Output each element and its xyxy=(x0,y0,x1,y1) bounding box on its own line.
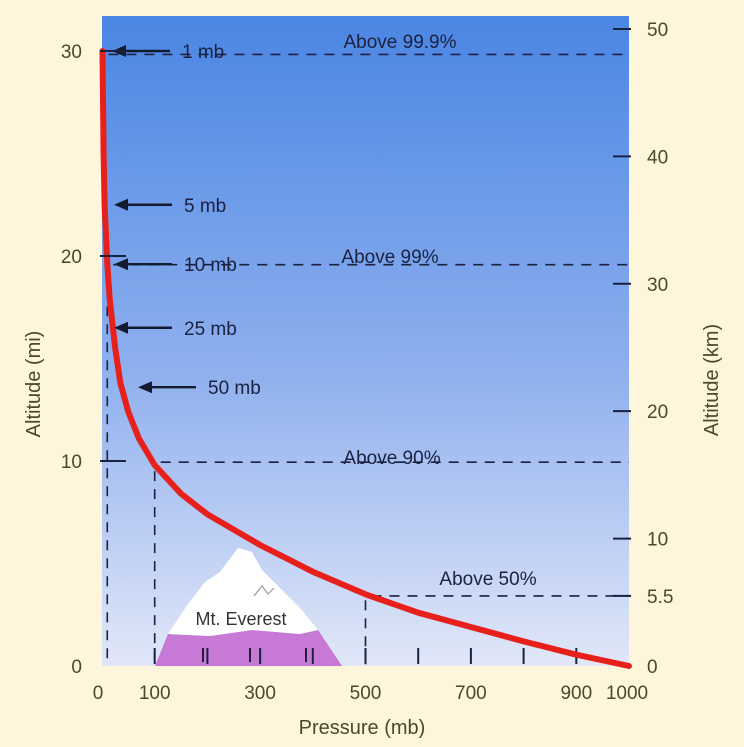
arrow-head xyxy=(114,321,128,334)
right-tick-label: 50 xyxy=(647,20,668,41)
arrow-head xyxy=(138,381,152,394)
pressure-arrow-label: 5 mb xyxy=(184,196,226,217)
x-tick-label: 900 xyxy=(560,683,592,704)
left-tick-label: 10 xyxy=(61,452,82,473)
arrow-head xyxy=(114,198,128,211)
right-tick-label: 5.5 xyxy=(647,587,673,608)
right-tick-label: 30 xyxy=(647,275,668,296)
x-tick-label: 300 xyxy=(244,683,276,704)
pressure-arrow-label: 1 mb xyxy=(182,42,224,63)
arrow-head xyxy=(114,258,128,271)
x-tick-label: 100 xyxy=(139,683,171,704)
pressure-arrow-label: 25 mb xyxy=(184,319,237,340)
left-y-axis: 0 10 20 30 xyxy=(61,42,126,678)
left-tick-label: 30 xyxy=(61,42,82,63)
left-tick-label: 20 xyxy=(61,247,82,268)
pressure-arrows: 1 mb 5 mb 10 mb 25 mb 50 mb xyxy=(112,42,261,399)
mountain-snow xyxy=(168,548,318,636)
x-tick-label: 0 xyxy=(93,683,104,704)
mountain: Mt. Everest xyxy=(155,548,342,666)
right-tick-label: 20 xyxy=(647,402,668,423)
x-axis: 0 100 300 500 700 900 1000 xyxy=(93,683,648,704)
mountain-label: Mt. Everest xyxy=(195,609,286,629)
x-minor-ticks xyxy=(153,648,578,664)
right-y-axis: 0 5.5 10 20 30 40 50 xyxy=(613,20,673,678)
percent-annotation: Above 99.9% xyxy=(343,32,456,53)
right-tick-label: 0 xyxy=(647,657,658,678)
right-y-axis-title: Altitude (km) xyxy=(701,324,723,436)
reference-lines xyxy=(108,53,629,597)
mountain-ridge xyxy=(253,585,275,597)
mountain-base xyxy=(155,630,342,666)
x-tick-label: 700 xyxy=(455,683,487,704)
pressure-curve xyxy=(99,48,632,669)
x-tick-label: 500 xyxy=(350,683,382,704)
x-tick-label: 1000 xyxy=(606,683,648,704)
left-tick-label: 0 xyxy=(71,657,82,678)
right-tick-label: 40 xyxy=(647,147,668,168)
percent-annotations: Above 99.9% Above 99% Above 90% Above 50% xyxy=(341,32,536,590)
pressure-arrow-label: 10 mb xyxy=(184,255,237,276)
percent-annotation: Above 50% xyxy=(439,569,536,590)
pressure-arrow-label: 50 mb xyxy=(208,378,261,399)
x-axis-title: Pressure (mb) xyxy=(299,717,426,739)
mountain-base-ticks xyxy=(202,648,307,662)
left-y-axis-title: Altitude (mi) xyxy=(23,331,45,438)
percent-annotation: Above 99% xyxy=(341,247,438,268)
right-tick-label: 10 xyxy=(647,530,668,551)
plot-background xyxy=(102,16,629,666)
percent-annotation: Above 90% xyxy=(343,448,440,469)
